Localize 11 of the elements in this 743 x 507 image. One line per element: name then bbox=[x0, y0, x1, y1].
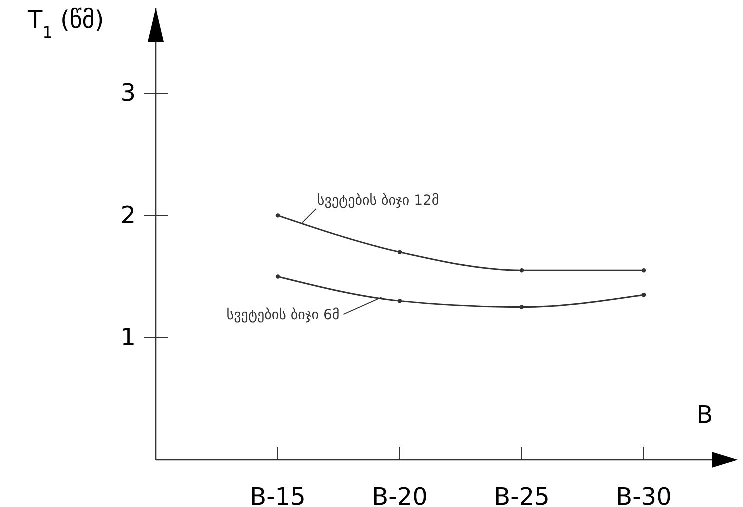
x-tick-label: B-25 bbox=[494, 483, 550, 507]
y-tick-label: 2 bbox=[120, 201, 136, 230]
x-tick-label: B-15 bbox=[250, 483, 306, 507]
y-tick-label: 1 bbox=[120, 324, 136, 352]
series-label: სვეტების ბიჯი 12მ bbox=[317, 193, 440, 210]
x-tick-label: B-30 bbox=[616, 483, 672, 507]
legend-label: სვეტების ბიჯი 6მ bbox=[226, 308, 340, 324]
x-tick-label: B-20 bbox=[372, 483, 428, 507]
y-axis-title: T$_{1}$ (წმ) bbox=[27, 6, 104, 42]
y-tick-label: 3 bbox=[120, 79, 136, 108]
x-axis-title: B bbox=[696, 401, 714, 429]
